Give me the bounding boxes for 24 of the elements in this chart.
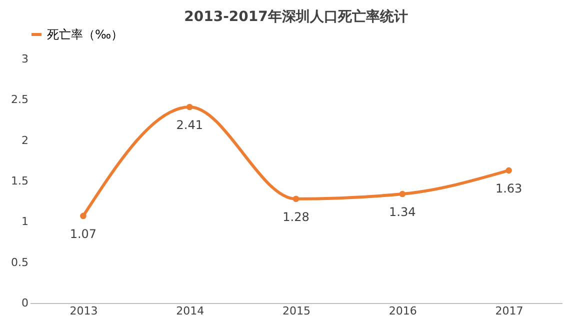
y-tick-label: 1.5 <box>11 174 28 188</box>
point <box>506 167 512 174</box>
point <box>399 190 406 198</box>
y-tick-label: 2.5 <box>11 93 28 106</box>
legend-label: 死亡率（‰） <box>47 28 124 42</box>
x-tick-label: 2016 <box>388 304 417 318</box>
y-tick-label: 2 <box>22 134 28 147</box>
data-label: 1.34 <box>389 205 416 220</box>
data-label: 1.28 <box>282 210 310 224</box>
y-tick-label: 3 <box>22 52 28 66</box>
x-tick-label: 2014 <box>176 304 204 318</box>
y-tick-label: 1 <box>22 215 28 228</box>
y-tick-label: 0.5 <box>11 256 28 269</box>
data-label: 2.41 <box>176 118 203 132</box>
point <box>80 212 86 220</box>
data-label: 1.63 <box>495 181 522 196</box>
point <box>186 104 193 110</box>
chart-title: 2013-2017年深圳人口死亡率统计 <box>184 8 408 25</box>
data-label: 1.07 <box>70 226 97 241</box>
x-tick-label: 2013 <box>70 304 98 318</box>
y-tick-label: 0 <box>22 296 28 310</box>
x-tick-label: 2017 <box>495 304 524 318</box>
x-tick-label: 2015 <box>282 304 310 318</box>
point <box>292 196 300 202</box>
